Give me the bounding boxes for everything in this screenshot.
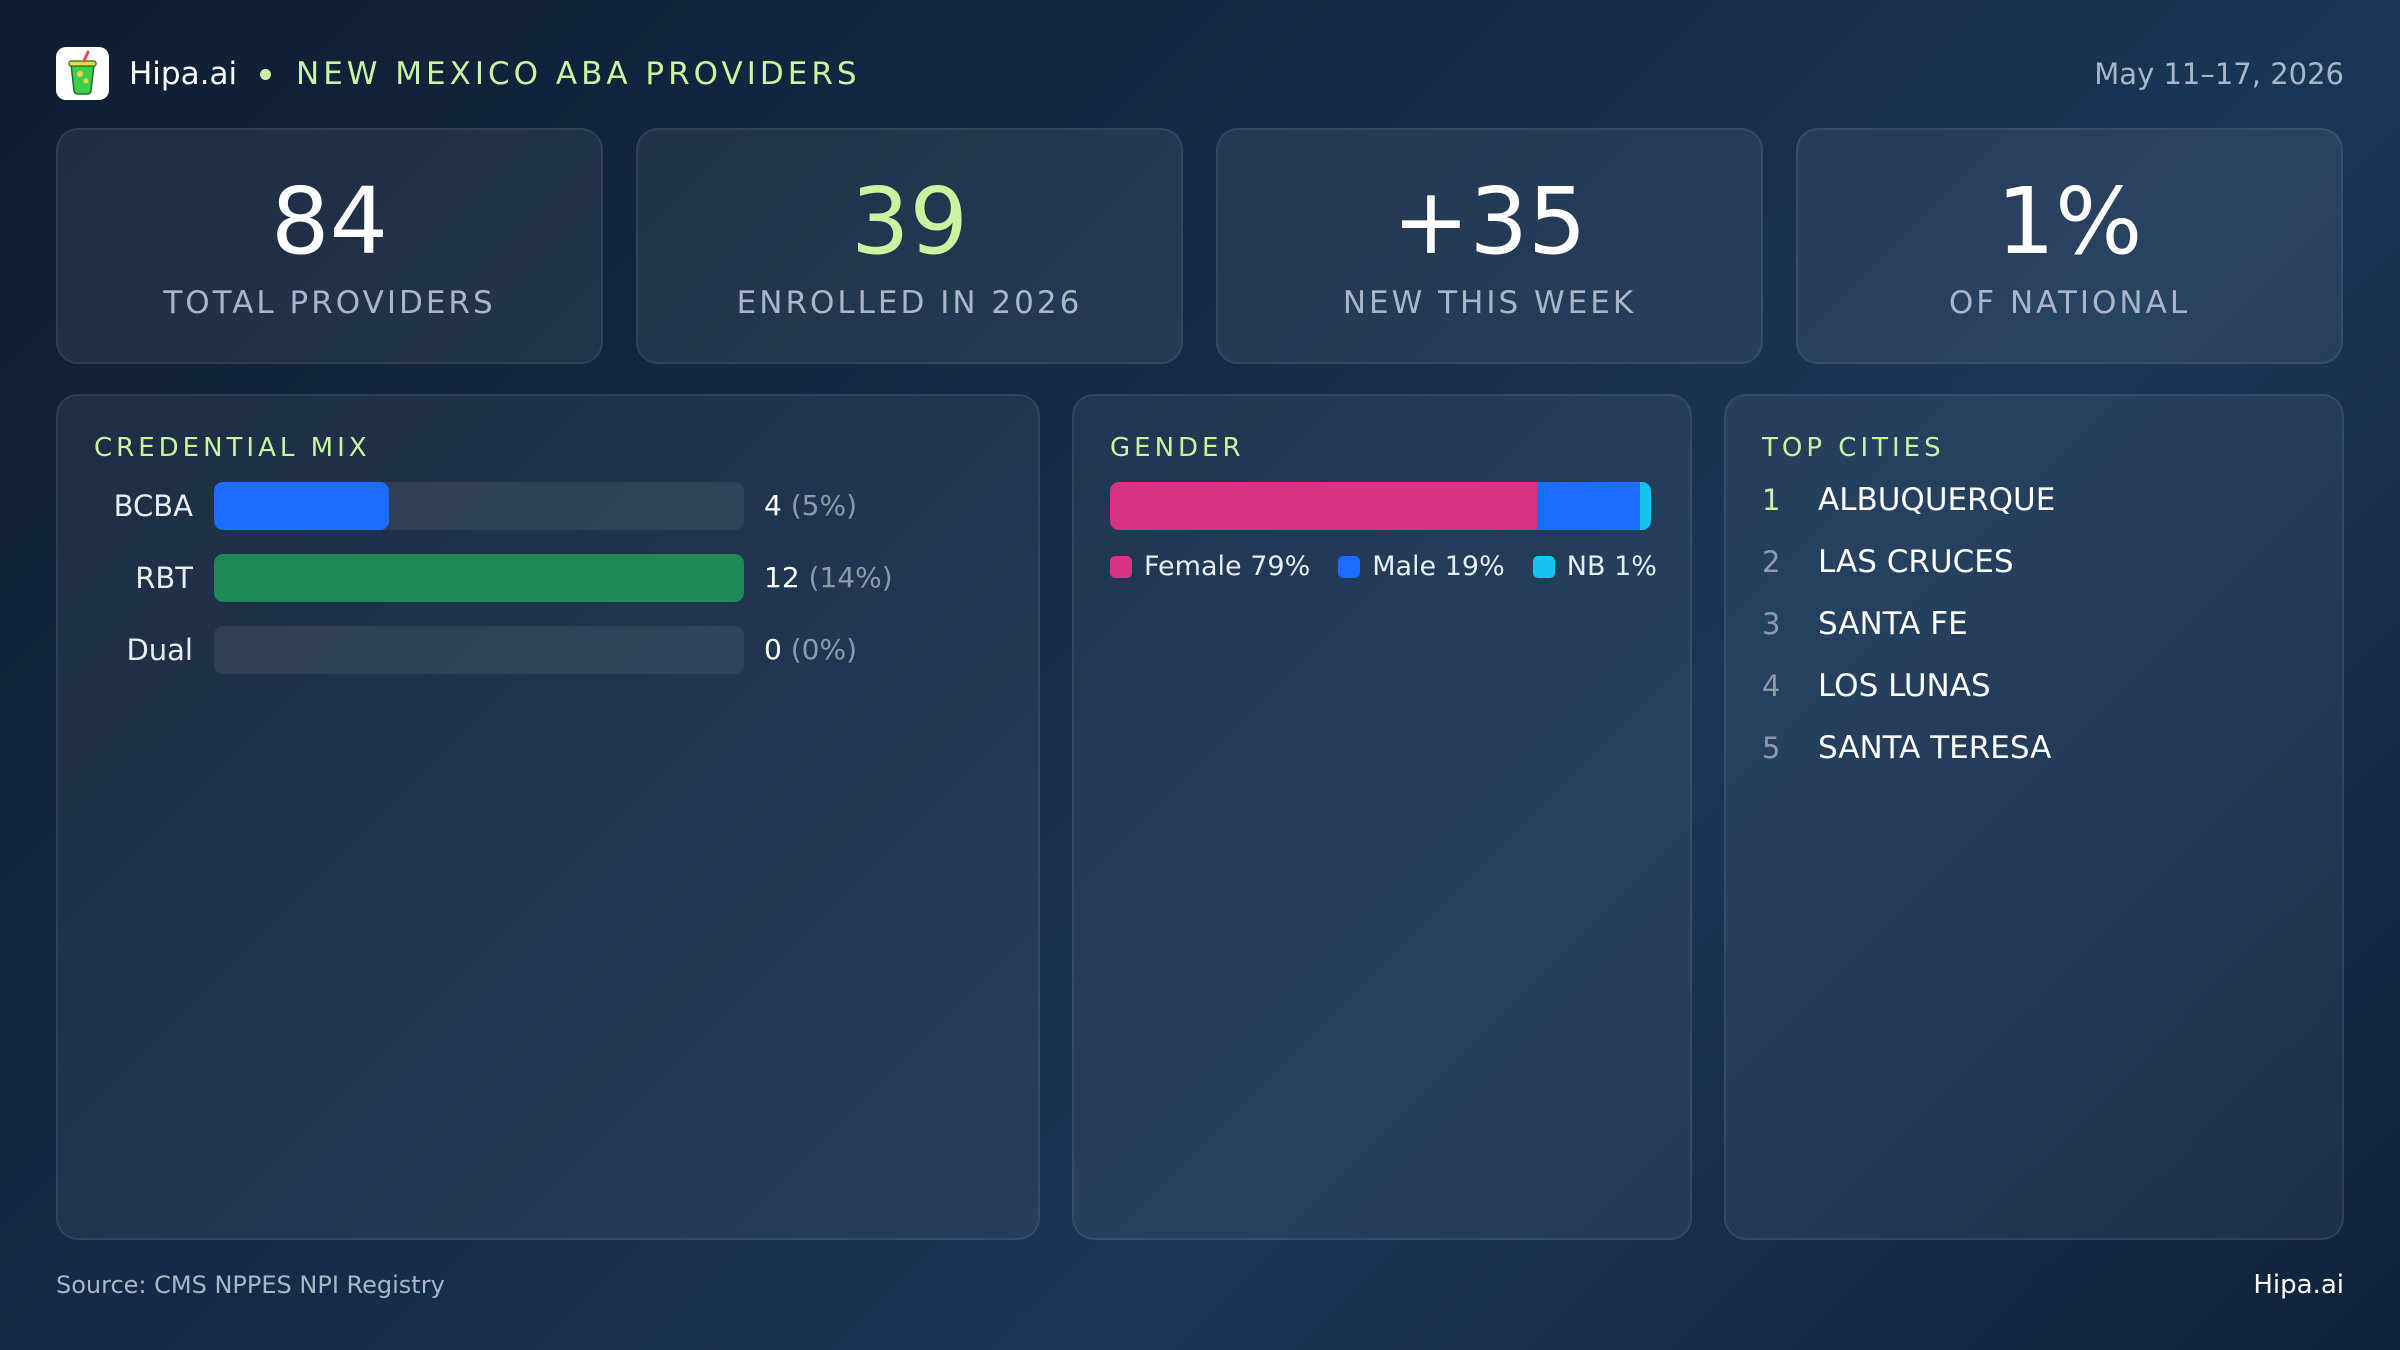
credential-bar-track <box>214 482 744 530</box>
credential-bar-fill <box>214 482 389 530</box>
gender-panel: GENDER Female 79% Male 19% NB 1% <box>1072 394 1692 1240</box>
gender-segment <box>1110 482 1538 530</box>
footer-brand: Hipa.ai <box>2253 1270 2344 1300</box>
brand-name: Hipa.ai <box>129 56 238 92</box>
legend-item: Female 79% <box>1110 550 1310 584</box>
credential-bar-fill <box>214 554 744 602</box>
date-range: May 11–17, 2026 <box>2094 57 2344 91</box>
stat-card-of-national: 1% OF NATIONAL <box>1796 128 2343 364</box>
city-rank: 5 <box>1762 731 1781 765</box>
city-name: LOS LUNAS <box>1818 668 1991 704</box>
source-note: Source: CMS NPPES NPI Registry <box>56 1271 445 1299</box>
legend-swatch <box>1532 556 1555 578</box>
credential-mix-panel: CREDENTIAL MIX BCBA 4 (5%) RBT 12 (14%) … <box>56 394 1040 1240</box>
gender-segment <box>1537 482 1641 530</box>
city-rank: 1 <box>1762 483 1781 517</box>
city-list-item: 3 SANTA FE <box>1762 604 2322 644</box>
legend-item: Male 19% <box>1338 550 1505 584</box>
top-cities-panel: TOP CITIES 1 ALBUQUERQUE 2 LAS CRUCES 3 … <box>1724 394 2344 1240</box>
gender-segment <box>1640 482 1651 530</box>
legend-label: NB 1% <box>1566 551 1657 582</box>
credential-label: RBT <box>135 561 193 595</box>
credential-percent: (5%) <box>790 489 858 522</box>
city-name: LAS CRUCES <box>1818 544 2014 580</box>
credential-value: 12 (14%) <box>764 561 893 595</box>
credential-row-dual: Dual 0 (0%) <box>58 626 1038 674</box>
stat-label: TOTAL PROVIDERS <box>163 285 496 321</box>
credential-percent: (0%) <box>790 633 858 666</box>
credential-percent: (14%) <box>808 561 893 594</box>
stat-label: ENROLLED IN 2026 <box>736 285 1083 321</box>
stat-value: 39 <box>850 168 969 275</box>
legend-swatch <box>1338 556 1361 578</box>
credential-count: 0 <box>764 633 782 666</box>
legend-item: NB 1% <box>1532 550 1657 584</box>
city-rank: 3 <box>1762 607 1781 641</box>
stat-label: NEW THIS WEEK <box>1342 285 1637 321</box>
credential-bar-track <box>214 554 744 602</box>
city-list-item: 5 SANTA TERESA <box>1762 728 2322 768</box>
credential-count: 4 <box>764 489 782 522</box>
city-name: ALBUQUERQUE <box>1818 482 2056 518</box>
header: Hipa.ai NEW MEXICO ABA PROVIDERS May 11–… <box>56 47 2344 101</box>
stat-card-new-this-week: +35 NEW THIS WEEK <box>1216 128 1763 364</box>
juice-cup-icon <box>56 47 109 100</box>
stat-value: 84 <box>270 168 389 275</box>
credential-row-bcba: BCBA 4 (5%) <box>58 482 1038 530</box>
stat-value: 1% <box>1996 168 2143 275</box>
city-rank: 4 <box>1762 669 1781 703</box>
panel-title: GENDER <box>1110 433 1245 463</box>
credential-value: 4 (5%) <box>764 489 857 523</box>
gender-legend: Female 79% Male 19% NB 1% <box>1110 550 1685 586</box>
city-name: SANTA TERESA <box>1818 730 2052 766</box>
city-rank: 2 <box>1762 545 1781 579</box>
page-title: NEW MEXICO ABA PROVIDERS <box>296 56 861 92</box>
stat-card-enrolled: 39 ENROLLED IN 2026 <box>636 128 1183 364</box>
legend-swatch <box>1110 556 1132 578</box>
credential-bar-track <box>214 626 744 674</box>
gender-stacked-bar <box>1110 482 1651 530</box>
stat-value: +35 <box>1392 168 1587 275</box>
credential-count: 12 <box>764 561 800 594</box>
separator-dot <box>260 69 271 80</box>
city-name: SANTA FE <box>1818 606 1968 642</box>
credential-label: Dual <box>126 633 193 667</box>
city-list-item: 4 LOS LUNAS <box>1762 666 2322 706</box>
credential-value: 0 (0%) <box>764 633 857 667</box>
city-list-item: 2 LAS CRUCES <box>1762 542 2322 582</box>
credential-label: BCBA <box>113 489 193 523</box>
stat-label: OF NATIONAL <box>1948 285 2191 321</box>
legend-label: Male 19% <box>1372 551 1505 582</box>
stat-card-total-providers: 84 TOTAL PROVIDERS <box>56 128 603 364</box>
panel-title: TOP CITIES <box>1762 433 1945 463</box>
credential-row-rbt: RBT 12 (14%) <box>58 554 1038 602</box>
legend-label: Female 79% <box>1144 551 1311 582</box>
panel-title: CREDENTIAL MIX <box>94 433 371 463</box>
city-list-item: 1 ALBUQUERQUE <box>1762 480 2322 520</box>
